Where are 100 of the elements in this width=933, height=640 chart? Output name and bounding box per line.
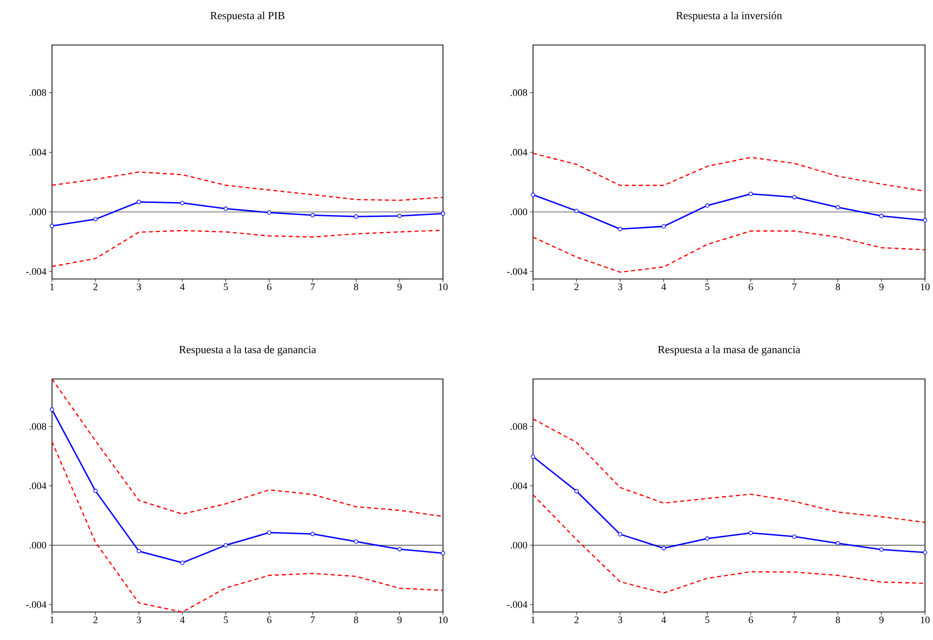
point (310, 213, 315, 218)
x-tick-label: 8 (354, 284, 358, 290)
x-tick-label: 5 (224, 284, 228, 290)
y-tick-label: .004 (30, 148, 46, 156)
x-tick-label: 9 (879, 616, 884, 624)
x-tick-label: 7 (310, 616, 315, 624)
x-tick-label: 2 (93, 616, 98, 624)
x-tick-label: 9 (397, 616, 402, 624)
x-tick-label: 8 (836, 616, 840, 624)
point (310, 532, 315, 536)
x-tick-label: 1 (531, 284, 535, 290)
point (748, 192, 753, 196)
y-tick-label: .000 (30, 208, 46, 216)
x-tick-label: 3 (136, 284, 141, 290)
line-series (532, 230, 926, 273)
point (792, 534, 796, 539)
y-tick-label: .004 (510, 482, 528, 490)
line-series (532, 494, 926, 594)
chart-title: Respuesta a la inversión (676, 12, 782, 22)
point (397, 547, 402, 552)
point (618, 226, 622, 232)
x-tick-label: 4 (180, 284, 185, 290)
x-tick-label: 10 (920, 616, 930, 624)
line-series (532, 418, 926, 523)
point (440, 211, 446, 216)
point (922, 550, 928, 555)
x-tick-label: 8 (836, 284, 840, 290)
point (662, 546, 666, 550)
chart-title: Respuesta a la tasa de ganancia (179, 346, 316, 356)
x-tick-label: 10 (920, 284, 930, 290)
y-tick-label: .008 (510, 423, 528, 430)
point (618, 532, 622, 536)
x-tick-label: 4 (661, 616, 666, 624)
x-tick-label: 7 (792, 616, 797, 624)
x-tick-label: 6 (748, 284, 753, 290)
chart-title: Respuesta a la masa de ganancia (658, 346, 800, 356)
x-tick-label: 7 (310, 284, 315, 290)
point (748, 530, 753, 536)
y-tick-label: .004 (510, 148, 528, 156)
point (354, 214, 358, 219)
point (224, 543, 228, 548)
point (397, 214, 402, 218)
point (705, 203, 710, 208)
line-series (51, 171, 444, 201)
x-tick-label: 9 (397, 284, 402, 290)
point (530, 454, 536, 459)
x-tick-label: 1 (50, 284, 54, 290)
x-tick-label: 4 (180, 616, 185, 624)
y-tick-label: -.004 (507, 268, 528, 275)
point (354, 539, 358, 544)
point (922, 218, 928, 222)
y-tick-label: .008 (510, 89, 528, 96)
x-tick-label: 9 (879, 284, 884, 290)
line-series (532, 152, 926, 192)
x-tick-label: 8 (354, 616, 358, 624)
y-tick-label: -.004 (26, 268, 46, 275)
x-tick-label: 4 (661, 284, 666, 290)
x-tick-label: 10 (438, 616, 448, 624)
x-tick-label: 5 (224, 616, 228, 624)
x-tick-label: 2 (574, 284, 579, 290)
point (50, 407, 54, 412)
point (136, 200, 142, 204)
x-tick-label: 5 (705, 616, 710, 624)
x-tick-label: 3 (618, 616, 622, 624)
y-tick-label: -.004 (507, 601, 528, 608)
point (705, 536, 710, 541)
x-tick-label: 2 (574, 616, 579, 624)
point (879, 547, 884, 552)
x-tick-label: 5 (705, 284, 710, 290)
x-tick-label: 3 (618, 284, 622, 290)
point (836, 541, 840, 546)
x-tick-label: 10 (438, 284, 448, 290)
y-tick-label: .000 (30, 542, 46, 549)
point (530, 192, 536, 197)
y-tick-label: .008 (30, 89, 46, 96)
y-tick-label: -.004 (26, 601, 46, 608)
line-series (51, 230, 444, 268)
x-tick-label: 6 (748, 616, 753, 624)
point (93, 217, 98, 222)
point (662, 224, 666, 229)
x-tick-label: 6 (267, 284, 272, 290)
point (180, 560, 184, 565)
y-tick-label: .000 (510, 542, 528, 549)
point (136, 549, 142, 554)
x-tick-label: 3 (136, 616, 141, 624)
point (267, 210, 272, 215)
x-tick-label: 6 (267, 616, 272, 624)
y-tick-label: .000 (510, 208, 528, 216)
x-tick-label: 1 (531, 616, 535, 624)
x-tick-label: 2 (93, 284, 98, 290)
point (180, 200, 184, 206)
point (574, 489, 579, 494)
point (574, 208, 579, 214)
point (879, 214, 884, 218)
x-tick-label: 7 (792, 284, 797, 290)
point (440, 551, 446, 556)
point (224, 206, 228, 211)
line-series (51, 441, 444, 613)
x-tick-label: 1 (50, 616, 54, 624)
point (50, 224, 54, 228)
